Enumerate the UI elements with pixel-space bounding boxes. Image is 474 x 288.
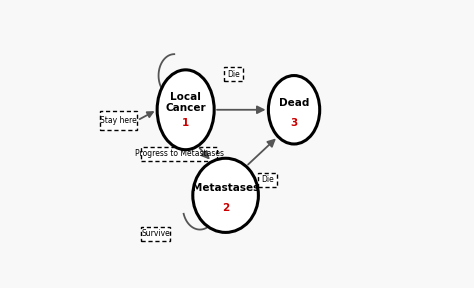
Text: Stay here: Stay here: [100, 116, 137, 125]
Text: Metastases: Metastases: [192, 183, 259, 193]
FancyBboxPatch shape: [224, 67, 243, 81]
Ellipse shape: [193, 158, 258, 232]
Text: 3: 3: [291, 118, 298, 128]
Text: Local
Cancer: Local Cancer: [165, 92, 206, 113]
FancyBboxPatch shape: [141, 227, 170, 241]
Text: Die: Die: [261, 175, 274, 184]
Text: Dead: Dead: [279, 98, 309, 108]
Text: Survive: Survive: [141, 229, 170, 238]
FancyBboxPatch shape: [100, 111, 137, 130]
Text: Die: Die: [227, 70, 240, 79]
Ellipse shape: [157, 70, 214, 150]
Text: Progress to Metastases: Progress to Metastases: [135, 149, 224, 158]
Text: 2: 2: [222, 203, 229, 213]
Text: 1: 1: [182, 118, 189, 128]
FancyBboxPatch shape: [258, 173, 277, 187]
FancyBboxPatch shape: [141, 147, 217, 161]
Ellipse shape: [268, 75, 320, 144]
